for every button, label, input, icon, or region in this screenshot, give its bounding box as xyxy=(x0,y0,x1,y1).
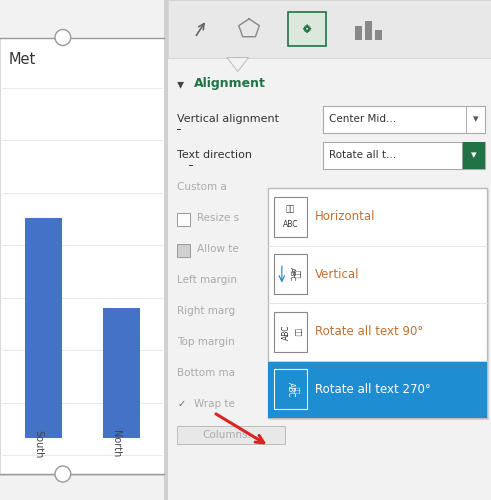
Text: Wrap te: Wrap te xyxy=(194,399,235,409)
Bar xyxy=(375,30,382,40)
Bar xyxy=(268,360,487,418)
Text: Met: Met xyxy=(9,52,36,68)
Text: Right marg: Right marg xyxy=(177,306,235,316)
Text: ABC: ABC xyxy=(289,267,295,281)
Text: 文字: 文字 xyxy=(295,386,300,393)
Bar xyxy=(289,12,326,46)
Text: 文字: 文字 xyxy=(293,270,300,278)
Circle shape xyxy=(55,30,71,46)
Text: Center Mid...: Center Mid... xyxy=(329,114,396,124)
Bar xyxy=(270,190,489,420)
Text: ✓: ✓ xyxy=(177,399,186,409)
Text: ▾: ▾ xyxy=(470,150,476,160)
Bar xyxy=(168,0,491,500)
Text: ABC: ABC xyxy=(282,324,291,340)
Text: South: South xyxy=(33,430,43,458)
Text: Vertical: Vertical xyxy=(315,268,360,281)
Text: ABC: ABC xyxy=(283,220,299,229)
Text: Horizontal: Horizontal xyxy=(315,210,376,223)
Text: North: North xyxy=(111,430,121,458)
Text: Rotate all t...: Rotate all t... xyxy=(329,150,396,160)
Bar xyxy=(177,426,285,444)
Text: ▾: ▾ xyxy=(473,114,479,124)
Text: ABC: ABC xyxy=(286,382,295,397)
Bar xyxy=(168,0,491,58)
Bar xyxy=(462,142,485,169)
Text: Left margin: Left margin xyxy=(177,275,237,285)
Bar xyxy=(268,188,487,418)
Bar xyxy=(323,106,485,132)
Bar xyxy=(25,218,62,438)
Text: Bottom ma: Bottom ma xyxy=(177,368,235,378)
Bar xyxy=(323,142,485,169)
Text: Columns...: Columns... xyxy=(203,430,259,440)
Bar xyxy=(0,38,164,475)
Bar xyxy=(274,312,307,352)
Text: Alignment: Alignment xyxy=(194,77,266,90)
Bar xyxy=(103,308,139,438)
Bar xyxy=(177,244,190,257)
Bar xyxy=(365,20,372,40)
Text: ▲: ▲ xyxy=(177,79,184,88)
Circle shape xyxy=(55,466,71,482)
Polygon shape xyxy=(227,58,248,71)
Text: 文字: 文字 xyxy=(286,204,295,213)
Bar xyxy=(355,26,362,40)
Bar xyxy=(274,254,307,294)
Bar xyxy=(164,0,168,500)
Text: Vertical alignment: Vertical alignment xyxy=(177,114,279,124)
Bar xyxy=(177,213,190,226)
Text: Rotate all text 270°: Rotate all text 270° xyxy=(315,383,431,396)
Text: Resize s: Resize s xyxy=(197,213,239,223)
Text: Text direction: Text direction xyxy=(177,150,252,160)
Text: Top margin: Top margin xyxy=(177,337,235,347)
Bar xyxy=(274,196,307,237)
Bar xyxy=(274,369,307,410)
Text: Allow te: Allow te xyxy=(197,244,239,254)
Text: Custom a: Custom a xyxy=(177,182,227,192)
Text: 文字: 文字 xyxy=(295,328,301,336)
Text: Rotate all text 90°: Rotate all text 90° xyxy=(315,325,423,338)
